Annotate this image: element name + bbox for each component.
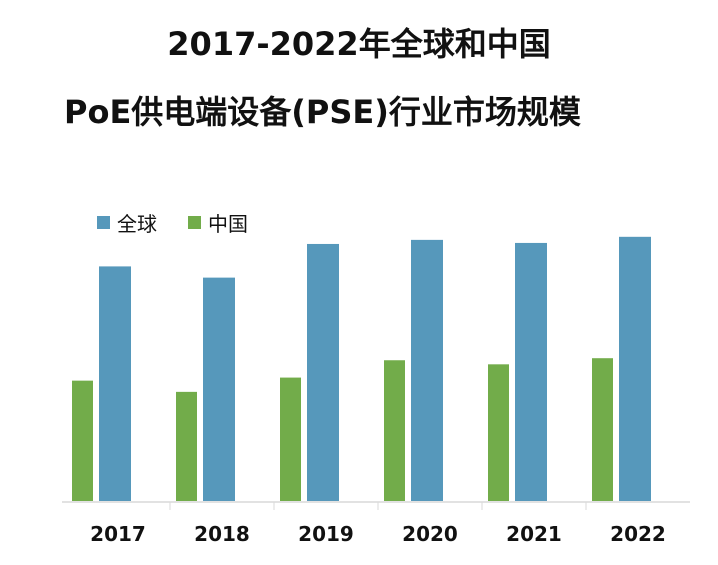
legend: 全球 中国 — [97, 212, 248, 236]
x-tick-label-2020: 2020 — [402, 522, 458, 546]
bar-china-2018 — [176, 391, 197, 501]
bar-china-2021 — [488, 364, 509, 501]
x-tick-label-2022: 2022 — [610, 522, 666, 546]
bar-global-2017 — [99, 266, 131, 501]
bar-global-2020 — [411, 239, 443, 501]
bar-global-2021 — [515, 242, 547, 501]
chart-title-line1: 2017-2022年全球和中国 — [167, 25, 551, 63]
bar-global-2018 — [203, 277, 235, 501]
bar-global-2019 — [307, 243, 339, 501]
x-axis: 2017 2018 2019 2020 2021 2022 — [62, 501, 690, 546]
bar-global-2022 — [619, 236, 651, 501]
bar-china-2017 — [72, 380, 93, 501]
legend-label-global: 全球 — [117, 212, 157, 236]
bar-china-2020 — [384, 360, 405, 501]
x-tick-label-2017: 2017 — [90, 522, 146, 546]
x-tick-label-2019: 2019 — [298, 522, 354, 546]
bars — [72, 236, 651, 501]
x-tick-label-2018: 2018 — [194, 522, 250, 546]
legend-swatch-global — [97, 216, 110, 229]
bar-china-2022 — [592, 358, 613, 501]
legend-swatch-china — [188, 216, 201, 229]
bar-china-2019 — [280, 377, 301, 501]
legend-label-china: 中国 — [208, 212, 248, 236]
x-tick-label-2021: 2021 — [506, 522, 562, 546]
chart-title-line2: PoE供电端设备(PSE)行业市场规模 — [64, 93, 581, 131]
